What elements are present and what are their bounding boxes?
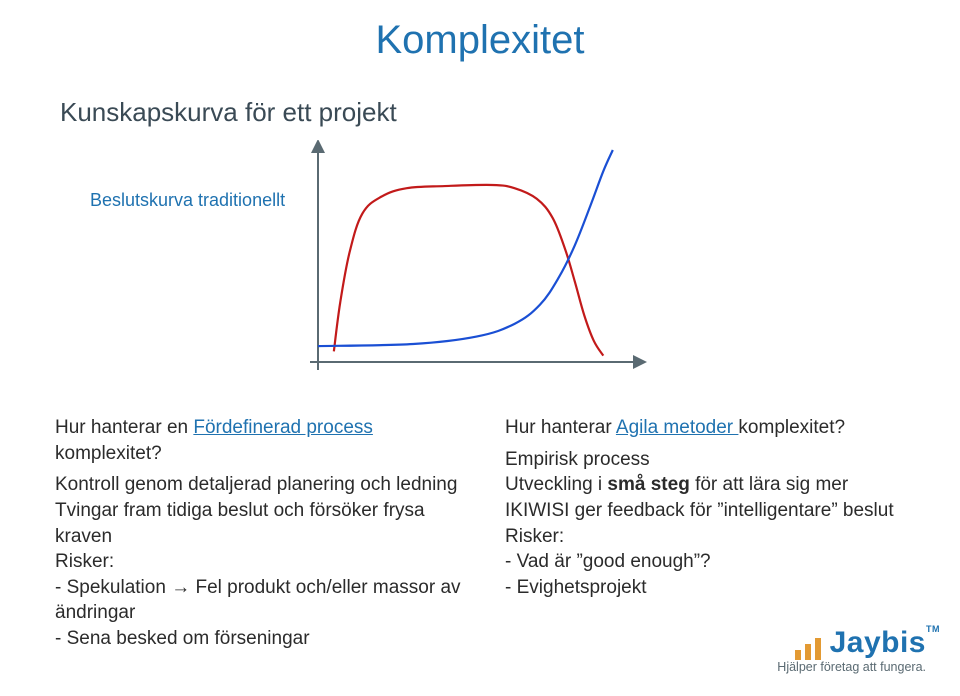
left-p2: Tvingar fram tidiga beslut och försöker … [55, 498, 465, 549]
right-p2-pre: Utveckling i [505, 474, 607, 495]
logo-tagline: Hjälper företag att fungera. [777, 660, 926, 674]
right-p2-bold: små steg [607, 474, 689, 495]
logo-bar-icon [795, 650, 801, 660]
left-bullet2: - Sena besked om förseningar [55, 626, 465, 652]
right-bullet1: - Vad är ”good enough”? [505, 549, 915, 575]
left-lead-prefix: Hur hanterar en [55, 417, 193, 438]
left-column: Hur hanterar en Fördefinerad process kom… [55, 415, 465, 652]
right-p3: IKIWISI ger feedback för ”intelligentare… [505, 498, 915, 524]
left-risks-label: Risker: [55, 549, 465, 575]
right-lead-prefix: Hur hanterar [505, 417, 616, 438]
logo: Jaybis TM Hjälper företag att fungera. [777, 626, 926, 674]
right-bullet2: - Evighetsprojekt [505, 575, 915, 601]
logo-bar-icon [805, 644, 811, 660]
logo-word: Jaybis TM [830, 626, 926, 660]
text-columns: Hur hanterar en Fördefinerad process kom… [55, 415, 915, 652]
chart-svg [290, 140, 650, 385]
slide: Komplexitet Kunskapskurva för ett projek… [0, 0, 960, 696]
left-bullet1: - Spekulation → Fel produkt och/eller ma… [55, 575, 465, 626]
left-lead-suffix: komplexitet? [55, 443, 162, 464]
chart [290, 140, 650, 385]
series-beslutskurva [318, 150, 613, 346]
logo-word-text: Jaybis [830, 626, 926, 659]
left-p1: Kontroll genom detaljerad planering och … [55, 472, 465, 498]
subtitle: Kunskapskurva för ett projekt [60, 97, 397, 128]
right-lead-link: Agila metoder [616, 417, 739, 438]
right-p2-post: för att lära sig mer [690, 474, 848, 495]
right-lead: Hur hanterar Agila metoder komplexitet? [505, 415, 915, 441]
right-p2: Utveckling i små steg för att lära sig m… [505, 472, 915, 498]
left-bullet1-pre: - Spekulation [55, 577, 171, 598]
right-p1: Empirisk process [505, 447, 915, 473]
logo-top: Jaybis TM [777, 626, 926, 660]
right-column: Hur hanterar Agila metoder komplexitet? … [505, 415, 915, 652]
right-lead-suffix: komplexitet? [738, 417, 845, 438]
logo-tm: TM [926, 624, 940, 634]
left-lead-link: Fördefinerad process [193, 417, 373, 438]
left-lead: Hur hanterar en Fördefinerad process kom… [55, 415, 465, 466]
logo-bar-icon [815, 638, 821, 660]
arrow-right-icon: → [171, 577, 190, 598]
legend-beslutskurva: Beslutskurva traditionellt [90, 190, 285, 211]
right-risks-label: Risker: [505, 524, 915, 550]
page-title: Komplexitet [0, 18, 960, 63]
